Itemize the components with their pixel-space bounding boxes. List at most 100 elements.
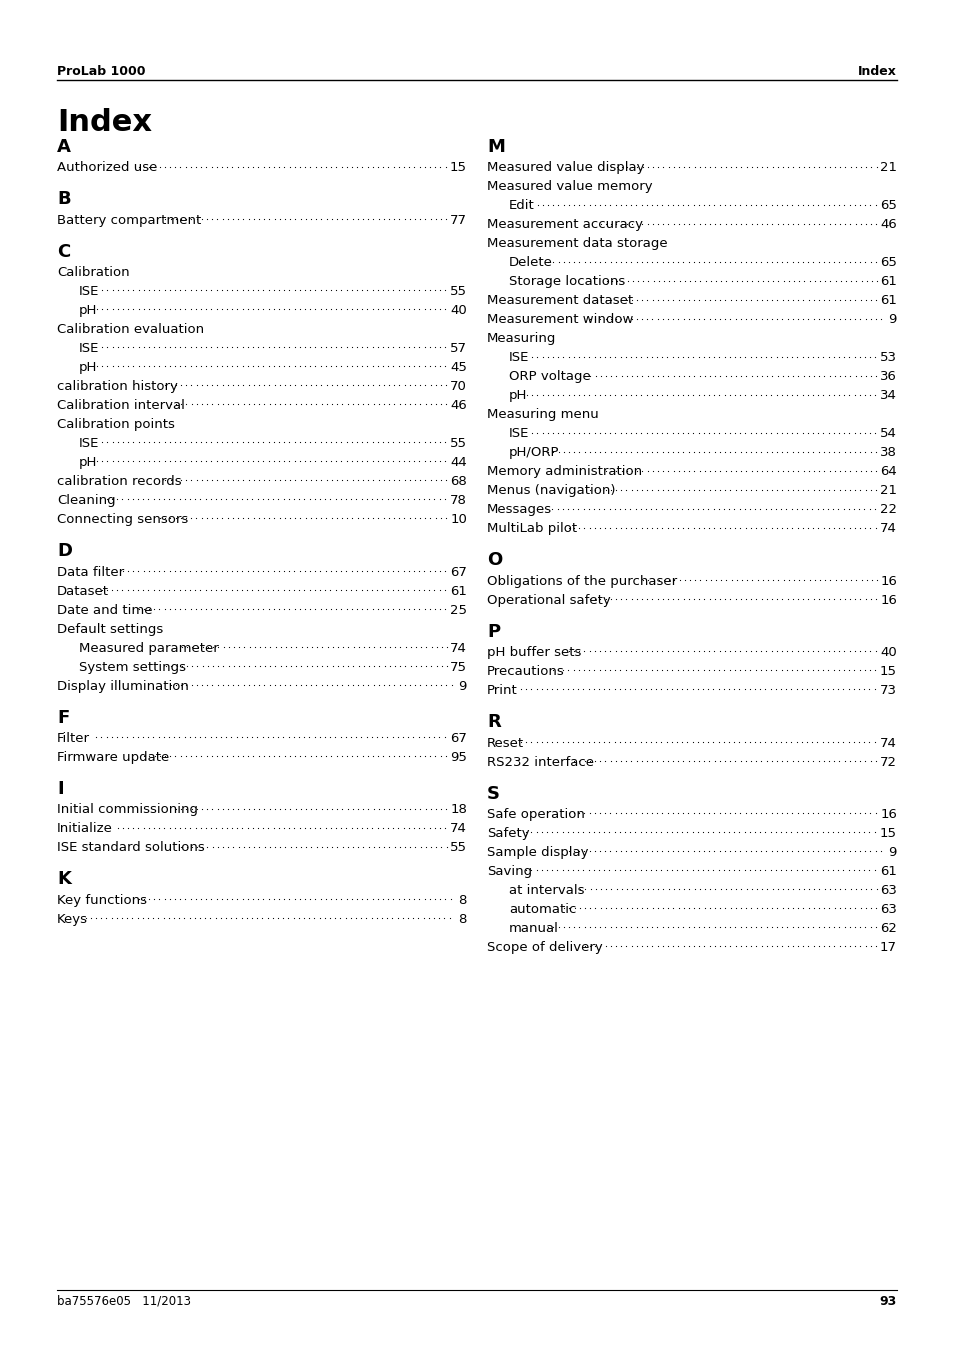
Point [246, 508, 261, 529]
Point [592, 479, 607, 501]
Point [664, 421, 679, 443]
Point [696, 751, 711, 772]
Point [717, 441, 732, 463]
Point [649, 251, 664, 273]
Point [654, 194, 669, 216]
Point [690, 802, 705, 824]
Point [650, 364, 665, 386]
Point [262, 655, 277, 676]
Point [135, 726, 151, 748]
Point [597, 841, 612, 863]
Point [162, 745, 177, 767]
Point [713, 570, 728, 591]
Point [391, 560, 406, 582]
Point [323, 560, 338, 582]
Point [401, 560, 416, 582]
Point [794, 383, 809, 405]
Point [221, 655, 236, 676]
Point [768, 498, 783, 520]
Point [198, 489, 213, 510]
Point [513, 732, 528, 753]
Point [716, 383, 731, 405]
Point [416, 598, 432, 620]
Point [292, 298, 307, 320]
Point [204, 279, 219, 301]
Point [827, 570, 842, 591]
Point [847, 308, 862, 329]
Point [733, 479, 748, 501]
Point [240, 336, 255, 358]
Point [529, 346, 544, 367]
Point [254, 579, 270, 601]
Point [319, 836, 335, 857]
Point [235, 470, 251, 491]
Point [664, 802, 679, 824]
Point [348, 907, 363, 929]
Point [438, 470, 454, 491]
Text: 16: 16 [880, 575, 896, 587]
Point [219, 888, 234, 910]
Point [194, 674, 210, 695]
Point [684, 732, 700, 753]
Point [754, 155, 769, 177]
Point [400, 579, 416, 601]
Point [324, 375, 339, 397]
Point [602, 289, 618, 310]
Point [317, 298, 333, 320]
Point [385, 432, 400, 454]
Point [230, 598, 245, 620]
Point [696, 346, 711, 367]
Point [261, 298, 276, 320]
Point [344, 745, 359, 767]
Point [559, 821, 575, 842]
Point [358, 579, 374, 601]
Point [571, 383, 586, 405]
Point [851, 660, 866, 682]
Point [329, 508, 344, 529]
Point [691, 917, 706, 938]
Text: ISE: ISE [79, 285, 99, 298]
Point [685, 421, 700, 443]
Point [235, 208, 251, 230]
Point [748, 589, 763, 610]
Point [593, 213, 608, 235]
Point [427, 598, 442, 620]
Point [417, 375, 433, 397]
Point [406, 888, 421, 910]
Point [685, 251, 700, 273]
Text: 17: 17 [879, 941, 896, 954]
Point [231, 208, 246, 230]
Point [126, 355, 141, 377]
Point [868, 270, 883, 292]
Point [100, 298, 115, 320]
Point [706, 802, 721, 824]
Point [251, 208, 266, 230]
Point [806, 570, 821, 591]
Point [680, 898, 696, 919]
Point [261, 598, 276, 620]
Point [784, 289, 800, 310]
Point [359, 298, 375, 320]
Point [162, 298, 177, 320]
Point [618, 898, 634, 919]
Point [265, 579, 280, 601]
Point [759, 289, 774, 310]
Point [614, 364, 629, 386]
Point [251, 470, 266, 491]
Text: Display illumination: Display illumination [57, 679, 189, 693]
Point [345, 655, 360, 676]
Point [126, 336, 141, 358]
Point [736, 732, 751, 753]
Point [555, 821, 570, 842]
Point [866, 660, 882, 682]
Point [230, 155, 245, 177]
Point [329, 674, 344, 695]
Point [801, 364, 816, 386]
Point [618, 641, 633, 663]
Point [836, 641, 851, 663]
Point [392, 208, 407, 230]
Point [592, 251, 607, 273]
Point [231, 508, 246, 529]
Point [773, 383, 788, 405]
Point [141, 279, 156, 301]
